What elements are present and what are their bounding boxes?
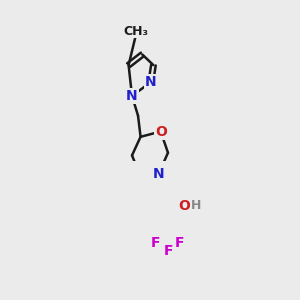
Text: O: O (155, 124, 167, 139)
Text: F: F (151, 236, 160, 250)
Text: N: N (153, 167, 164, 181)
Text: F: F (174, 236, 184, 250)
Text: O: O (178, 199, 190, 213)
Text: H: H (191, 200, 201, 212)
Text: CH₃: CH₃ (124, 25, 149, 38)
Text: N: N (145, 75, 157, 89)
Text: F: F (164, 244, 173, 258)
Text: N: N (126, 89, 138, 103)
